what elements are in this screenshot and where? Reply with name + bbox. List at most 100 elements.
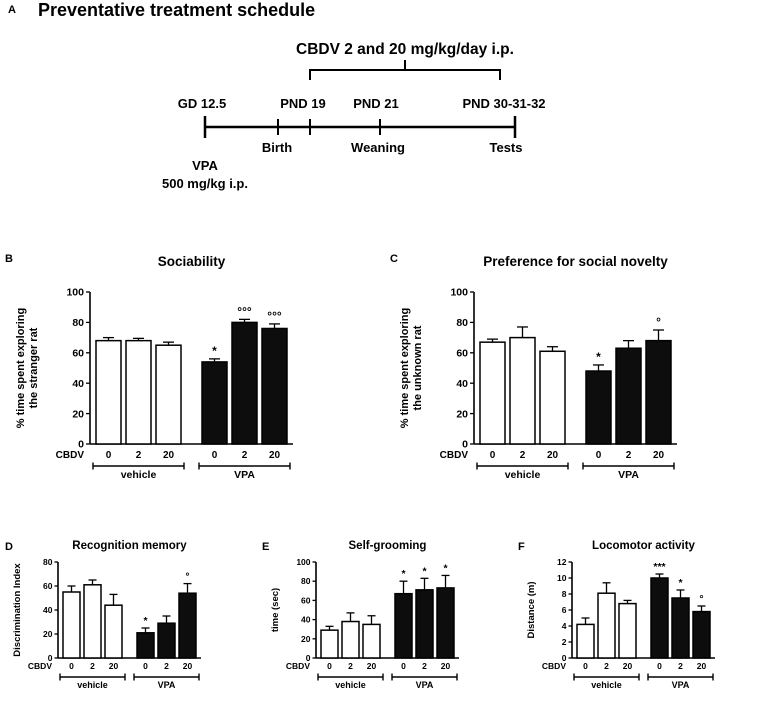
y-tick-label: 60 (456, 347, 468, 359)
dose-tick-label: 2 (242, 450, 248, 461)
y-tick-label: 20 (456, 408, 468, 420)
treatment-label: CBDV 2 and 20 mg/kg/day i.p. (296, 41, 514, 58)
significance-marker: * (212, 344, 217, 358)
y-tick-label: 40 (43, 605, 53, 615)
chart-locomotor-activity: Locomotor activity Distance (m) 0 2 4 6 8 10 12 0… (526, 540, 715, 690)
dose-tick-label: 20 (163, 450, 175, 461)
y-tick-label: 4 (562, 621, 567, 631)
dose-tick-label: 2 (422, 661, 427, 671)
dose-tick-label: 0 (596, 450, 602, 461)
dose-tick-label: 20 (697, 661, 707, 671)
timeline-end-ticks (203, 116, 517, 138)
dose-tick-label: 2 (90, 661, 95, 671)
bar-e-vehicle-dose-2 (341, 620, 360, 659)
group-label: VPA (672, 680, 690, 690)
dose-tick-label: 20 (183, 661, 193, 671)
group-label: vehicle (121, 469, 157, 481)
panel-a-title: Preventative treatment schedule (38, 0, 316, 20)
bar-c-vehicle-dose-2 (509, 336, 536, 445)
significance-marker: * (678, 577, 683, 589)
significance-marker: *** (653, 561, 666, 573)
dose-tick-label: 0 (106, 450, 112, 461)
bar-e-vpa-dose-0 (394, 592, 413, 659)
bar-f-vpa-dose-0 (650, 577, 669, 659)
y-axis-title: the unknown rat (412, 325, 424, 410)
x-axis-title: CBDV (440, 450, 469, 461)
y-tick-label: 60 (43, 581, 53, 591)
significance-marker: * (422, 565, 427, 577)
bar-f-vehicle-dose-2 (597, 592, 616, 659)
treatment-span-bracket (309, 60, 501, 80)
group-bracket (582, 462, 675, 470)
x-axis-title: CBDV (28, 661, 52, 671)
chart-title: Sociability (158, 254, 226, 269)
panel-c-label: C (390, 253, 398, 265)
chart-title: Locomotor activity (592, 540, 695, 552)
y-tick-label: 100 (66, 287, 84, 299)
significance-marker: °°° (267, 309, 282, 323)
group-bracket (573, 673, 640, 681)
dose-tick-label: 2 (604, 661, 609, 671)
y-axis-title: Discrimination Index (12, 563, 23, 657)
y-tick-label: 0 (562, 653, 567, 663)
dose-tick-label: 2 (626, 450, 632, 461)
y-tick-label: 40 (301, 615, 311, 625)
event-weaning: Weaning (351, 140, 405, 155)
y-tick-label: 12 (557, 557, 567, 567)
bar-b-vpa-dose-2 (231, 321, 258, 445)
dose-tick-label: 20 (269, 450, 281, 461)
dose-tick-label: 20 (109, 661, 119, 671)
timeline-mid-ticks (277, 119, 381, 135)
group-label: vehicle (77, 680, 108, 690)
dose-tick-label: 0 (401, 661, 406, 671)
group-label: vehicle (335, 680, 366, 690)
vpa-label-line2: 500 mg/kg i.p. (162, 176, 248, 191)
group-bracket (133, 673, 200, 681)
y-tick-label: 20 (301, 634, 311, 644)
group-bracket (92, 462, 185, 470)
y-axis-title: the stranger rat (28, 327, 40, 408)
y-tick-label: 80 (301, 576, 311, 586)
significance-marker: * (401, 568, 406, 580)
group-bracket (647, 673, 714, 681)
y-tick-label: 100 (296, 557, 310, 567)
group-bracket (198, 462, 291, 470)
timepoint-pnd19: PND 19 (280, 96, 326, 111)
group-bracket (476, 462, 569, 470)
dose-tick-label: 0 (327, 661, 332, 671)
dose-tick-label: 20 (367, 661, 377, 671)
y-tick-label: 80 (43, 557, 53, 567)
group-label: VPA (416, 680, 434, 690)
dose-tick-label: 2 (678, 661, 683, 671)
significance-marker: * (596, 350, 601, 364)
dose-tick-label: 0 (583, 661, 588, 671)
bar-d-vehicle-dose-0 (62, 591, 81, 659)
y-axis-title: time (sec) (270, 588, 281, 632)
dose-tick-label: 0 (143, 661, 148, 671)
y-tick-label: 60 (72, 347, 84, 359)
y-tick-label: 10 (557, 573, 567, 583)
y-axis-title: Distance (m) (526, 581, 537, 638)
group-bracket (317, 673, 384, 681)
x-axis-title: CBDV (542, 661, 566, 671)
vpa-label-line1: VPA (192, 158, 218, 173)
bar-c-vpa-dose-0 (585, 370, 612, 445)
dose-tick-label: 20 (441, 661, 451, 671)
bar-e-vpa-dose-2 (415, 589, 434, 659)
y-tick-label: 0 (462, 439, 468, 451)
chart-title: Recognition memory (72, 540, 187, 552)
group-label: VPA (158, 680, 176, 690)
y-tick-label: 2 (562, 637, 567, 647)
timepoint-gd125: GD 12.5 (178, 96, 226, 111)
panel-d-label: D (5, 541, 13, 553)
bar-e-vehicle-dose-20 (362, 623, 381, 659)
chart-sociability: Sociability % time spent exploring the str… (15, 254, 293, 481)
y-tick-label: 60 (301, 595, 311, 605)
bar-f-vehicle-dose-0 (576, 623, 595, 659)
dose-tick-label: 20 (547, 450, 559, 461)
dose-tick-label: 0 (69, 661, 74, 671)
bar-d-vehicle-dose-20 (104, 604, 123, 659)
dose-tick-label: 2 (164, 661, 169, 671)
